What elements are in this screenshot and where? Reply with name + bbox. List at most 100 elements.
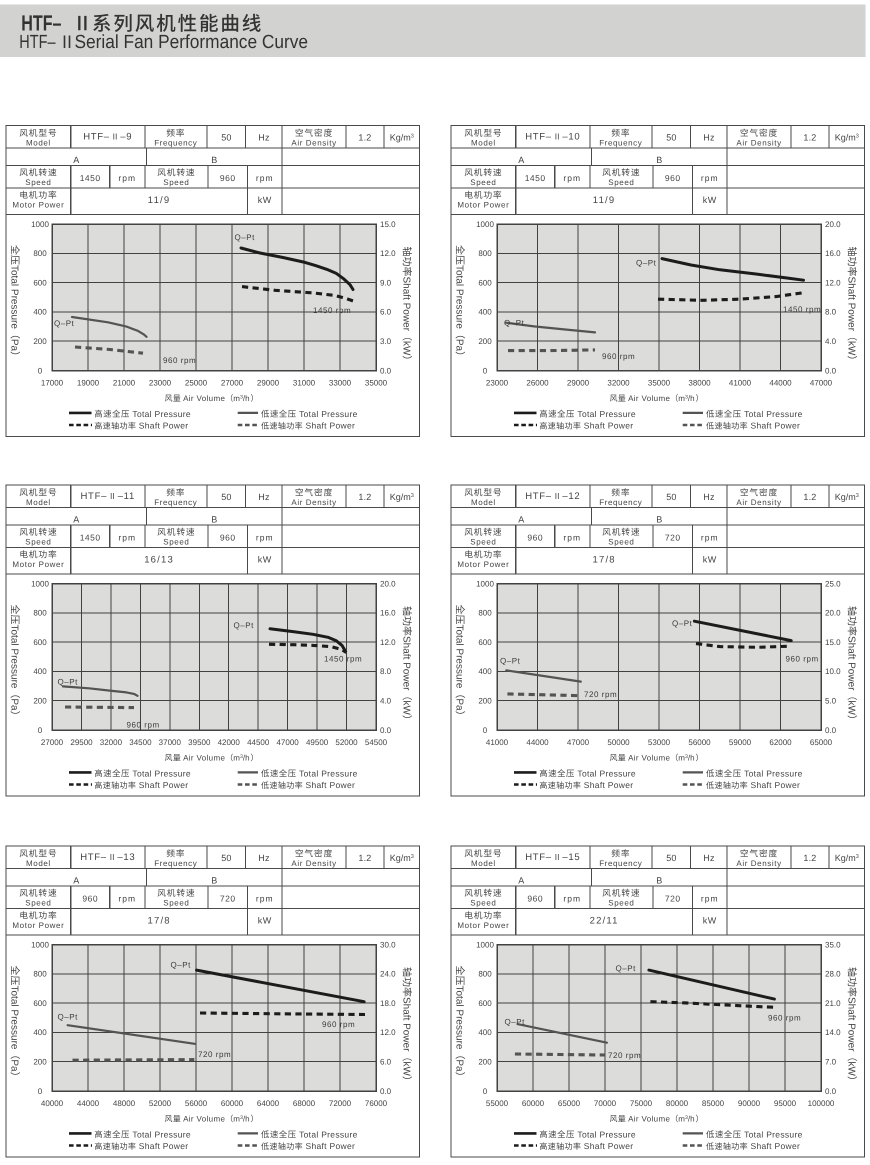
svg-text:Kg/m3: Kg/m3 [390, 133, 414, 143]
svg-text:B: B [656, 876, 662, 886]
svg-text:Model: Model [471, 498, 496, 507]
svg-text:14.0: 14.0 [825, 1028, 841, 1037]
svg-text:Air Density: Air Density [291, 138, 336, 147]
svg-text:Frequency: Frequency [154, 859, 197, 868]
svg-text:33000: 33000 [329, 379, 352, 388]
svg-text:34500: 34500 [129, 738, 152, 747]
svg-text:1450: 1450 [80, 533, 101, 543]
svg-text:9.0: 9.0 [380, 278, 392, 287]
svg-text:Q–Pt: Q–Pt [500, 657, 521, 666]
svg-text:32000: 32000 [607, 379, 630, 388]
svg-text:–13: –13 [117, 852, 135, 863]
svg-text:65000: 65000 [810, 738, 833, 747]
svg-text:kW: kW [846, 1062, 857, 1077]
svg-text:kW: kW [401, 341, 412, 356]
svg-text:Air Density: Air Density [291, 498, 336, 507]
svg-text:–10: –10 [562, 132, 580, 143]
svg-text:960 rpm: 960 rpm [786, 655, 819, 664]
svg-text:rpm: rpm [701, 894, 719, 904]
svg-text:20.0: 20.0 [825, 609, 841, 618]
svg-text:37000: 37000 [159, 738, 182, 747]
svg-text:Air Volume: Air Volume [628, 1115, 670, 1124]
svg-text:m3/h: m3/h [233, 1115, 249, 1124]
svg-text:720 rpm: 720 rpm [608, 1051, 641, 1060]
svg-text:30.0: 30.0 [380, 940, 396, 949]
svg-text:100000: 100000 [808, 1099, 835, 1108]
svg-text:Total Pressure: Total Pressure [454, 265, 465, 329]
svg-text:0.0: 0.0 [380, 1087, 392, 1096]
svg-text:1000: 1000 [476, 579, 494, 588]
svg-text:55000: 55000 [486, 1099, 509, 1108]
svg-text:11/9: 11/9 [148, 195, 171, 206]
svg-text:60000: 60000 [522, 1099, 545, 1108]
svg-text:A: A [518, 155, 524, 165]
svg-text:960 rpm: 960 rpm [127, 721, 160, 730]
svg-text:rpm: rpm [563, 533, 581, 543]
svg-text:Shaft Power: Shaft Power [846, 277, 857, 332]
svg-text:kW: kW [401, 701, 412, 716]
svg-text:kW: kW [846, 701, 857, 716]
svg-text:Kg/m3: Kg/m3 [835, 853, 859, 863]
svg-text:m3/h: m3/h [678, 754, 694, 763]
svg-text:960: 960 [527, 894, 543, 904]
svg-text:12.0: 12.0 [380, 249, 396, 258]
svg-text:–9: –9 [120, 132, 132, 143]
svg-text:A: A [73, 876, 79, 886]
svg-text:1450: 1450 [80, 173, 101, 183]
svg-text:Total Pressure: Total Pressure [744, 409, 803, 419]
svg-text:0.0: 0.0 [825, 366, 837, 375]
svg-text:Shaft Power: Shaft Power [751, 421, 801, 431]
svg-text:44500: 44500 [247, 738, 270, 747]
svg-text:Speed: Speed [25, 178, 51, 187]
svg-text:Q–Pt: Q–Pt [672, 619, 693, 628]
svg-text:960 rpm: 960 rpm [768, 1014, 801, 1023]
svg-text:21.0: 21.0 [825, 999, 841, 1008]
svg-text:–15: –15 [562, 852, 580, 863]
svg-text:400: 400 [478, 1028, 492, 1037]
svg-text:Model: Model [26, 138, 51, 147]
svg-text:800: 800 [478, 249, 492, 258]
svg-text:Pa: Pa [9, 698, 20, 711]
svg-text:Total Pressure: Total Pressure [299, 409, 358, 419]
svg-text:800: 800 [33, 249, 47, 258]
svg-text:400: 400 [33, 308, 47, 317]
svg-text:960: 960 [82, 894, 98, 904]
svg-text:200: 200 [478, 337, 492, 346]
svg-text:80000: 80000 [666, 1099, 689, 1108]
svg-text:400: 400 [478, 308, 492, 317]
svg-text:1000: 1000 [31, 940, 49, 949]
svg-text:50: 50 [666, 492, 676, 502]
svg-text:25.0: 25.0 [825, 579, 841, 588]
svg-text:23000: 23000 [149, 379, 172, 388]
svg-text:Air Volume: Air Volume [183, 754, 225, 763]
svg-text:Frequency: Frequency [599, 498, 642, 507]
svg-text:29000: 29000 [257, 379, 280, 388]
svg-text:800: 800 [478, 970, 492, 979]
svg-text:47000: 47000 [276, 738, 299, 747]
svg-text:48000: 48000 [113, 1099, 136, 1108]
svg-text:kW: kW [703, 916, 717, 926]
svg-text:HTF–: HTF– [21, 10, 61, 35]
svg-text:Shaft Power: Shaft Power [846, 636, 857, 691]
svg-text:Motor Power: Motor Power [12, 200, 64, 209]
svg-text:8.0: 8.0 [825, 308, 837, 317]
svg-text:Shaft Power: Shaft Power [139, 421, 189, 431]
svg-text:53000: 53000 [648, 738, 671, 747]
svg-text:5.0: 5.0 [825, 697, 837, 706]
svg-text:1.2: 1.2 [358, 853, 371, 863]
svg-text:26000: 26000 [526, 379, 549, 388]
svg-text:800: 800 [33, 970, 47, 979]
svg-text:Speed: Speed [25, 898, 51, 907]
svg-text:200: 200 [478, 1058, 492, 1067]
svg-text:rpm: rpm [256, 894, 274, 904]
svg-text:kW: kW [846, 341, 857, 356]
svg-text:Pa: Pa [454, 698, 465, 711]
svg-text:27000: 27000 [221, 379, 244, 388]
svg-text:720: 720 [665, 533, 681, 543]
svg-text:29000: 29000 [567, 379, 590, 388]
svg-text:m3/h: m3/h [678, 1115, 694, 1124]
svg-text:Q–Pt: Q–Pt [235, 233, 256, 242]
svg-text:17000: 17000 [41, 379, 64, 388]
svg-text:47000: 47000 [810, 379, 833, 388]
svg-text:B: B [211, 155, 217, 165]
